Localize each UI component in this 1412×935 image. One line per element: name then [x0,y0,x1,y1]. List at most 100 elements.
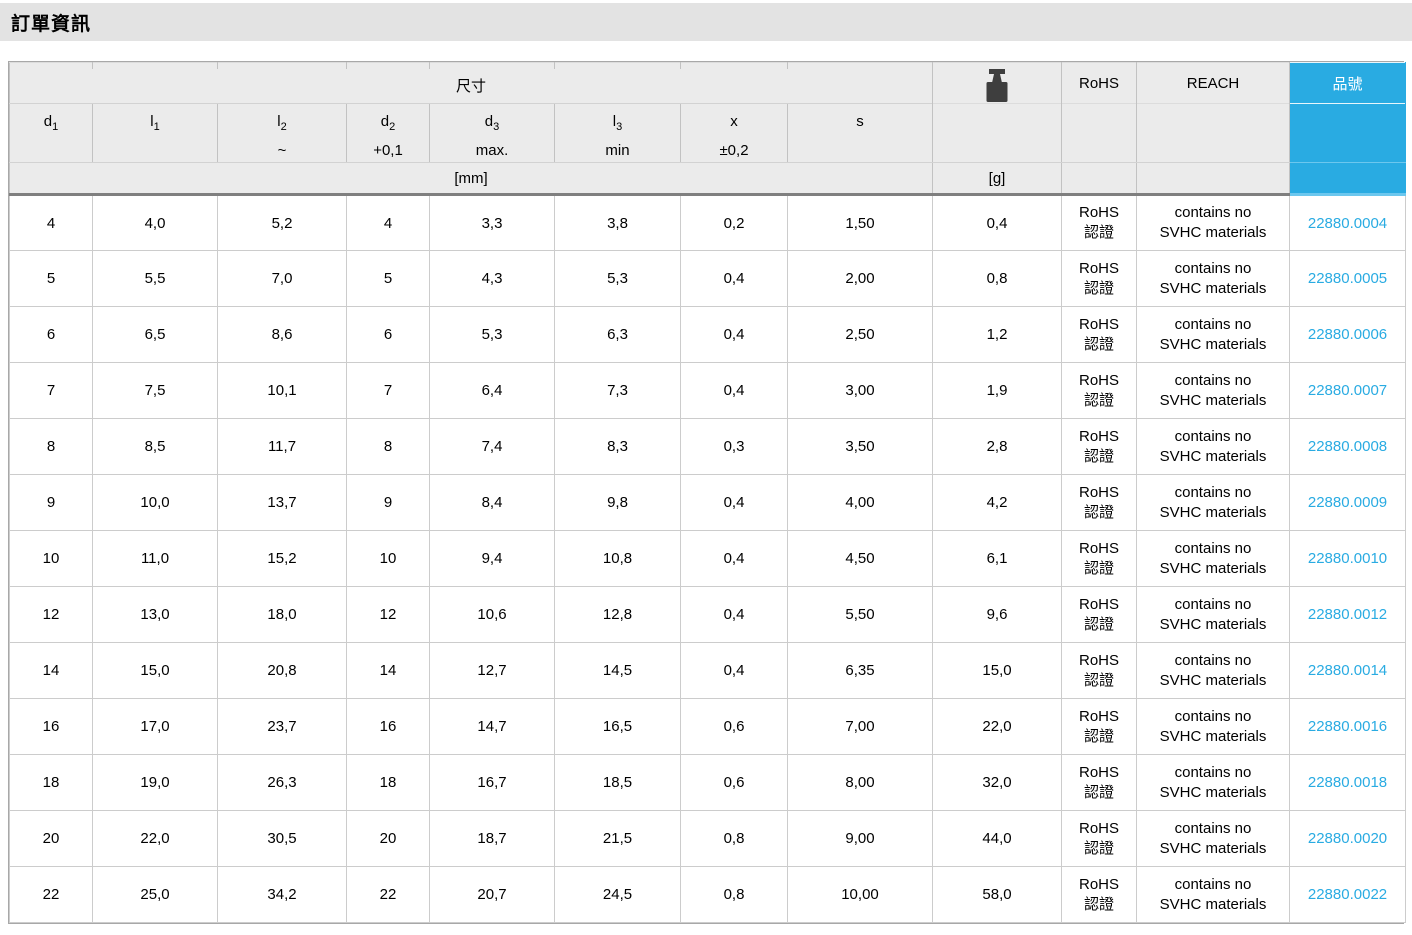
rohs-line2: 認證 [1083,447,1114,465]
cell-d3: 5,3 [429,306,555,363]
col-header-l2: l2 ~ [217,103,347,163]
cell-l3: 3,8 [554,194,681,251]
rohs-unit-empty-cell [1061,162,1137,196]
part-number-link[interactable]: 22880.0005 [1307,270,1388,287]
cell-weight: 1,9 [932,362,1062,419]
reach-line1: contains no [1174,539,1252,557]
cell-x: 0,8 [680,810,788,867]
cell-x: 0,4 [680,586,788,643]
part-number-link[interactable]: 22880.0010 [1307,550,1388,567]
part-number-link[interactable]: 22880.0020 [1307,830,1388,847]
reach-line2: SVHC materials [1159,335,1267,353]
cell-weight: 0,4 [932,194,1062,251]
part-number-link[interactable]: 22880.0018 [1307,774,1388,791]
cell-part-number: 22880.0010 [1289,530,1406,587]
reach-line1: contains no [1174,595,1252,613]
rohs-empty-cell [1061,103,1137,163]
table-row: 20 22,0 30,5 20 18,7 21,5 0,8 9,00 44,0 … [9,810,1406,867]
cell-s: 3,00 [787,362,933,419]
cell-part-number: 22880.0016 [1289,698,1406,755]
symbol: x [730,113,738,130]
cell-x: 0,4 [680,362,788,419]
cell-l1: 13,0 [92,586,218,643]
reach-line2: SVHC materials [1159,895,1267,913]
cell-part-number: 22880.0014 [1289,642,1406,699]
column-symbols-row: d1 l1 l2 ~ d2 +0,1 d3 max. l3 min x ±0,2 s [9,103,1406,163]
reach-line1: contains no [1174,875,1252,893]
cell-d3: 9,4 [429,530,555,587]
cell-part-number: 22880.0007 [1289,362,1406,419]
rohs-line2: 認證 [1083,391,1114,409]
cell-rohs: RoHS 認證 [1061,362,1137,419]
cell-part-number: 22880.0005 [1289,250,1406,307]
table-header: RoHS REACH 品號 尺寸 d1 l1 l2 ~ d2 +0,1 d3 max.… [9,61,1406,196]
cell-d1: 4 [9,194,93,251]
cell-d2: 12 [346,586,430,643]
cell-reach: contains no SVHC materials [1136,642,1290,699]
reach-line2: SVHC materials [1159,615,1267,633]
reach-line2: SVHC materials [1159,224,1267,241]
symbol-subscript: 3 [616,121,623,133]
part-unit-empty-cell [1289,162,1406,196]
table-row: 14 15,0 20,8 14 12,7 14,5 0,4 6,35 15,0 … [9,642,1406,699]
weight-icon [986,69,1008,102]
part-number-link[interactable]: 22880.0022 [1307,886,1388,903]
cell-l2: 26,3 [217,754,347,811]
part-number-link[interactable]: 22880.0016 [1307,718,1388,735]
cell-d3: 7,4 [429,418,555,475]
part-number-link[interactable]: 22880.0014 [1307,662,1388,679]
table-row: 6 6,5 8,6 6 5,3 6,3 0,4 2,50 1,2 RoHS 認證… [9,306,1406,363]
part-number-link[interactable]: 22880.0009 [1307,494,1388,511]
cell-reach: contains no SVHC materials [1136,810,1290,867]
weight-empty-cell [932,103,1062,163]
rohs-line1: RoHS [1078,763,1119,781]
reach-line1: contains no [1174,707,1252,725]
cell-d2: 22 [346,866,430,923]
part-number-link[interactable]: 22880.0007 [1307,382,1388,399]
rohs-line1: RoHS [1078,483,1119,501]
cell-l1: 11,0 [92,530,218,587]
cell-part-number: 22880.0020 [1289,810,1406,867]
symbol-subscript: 1 [153,121,160,133]
col-header-d1: d1 [9,103,93,163]
rohs-line2: 認證 [1083,224,1114,241]
reach-line1: contains no [1174,763,1252,781]
reach-line2: SVHC materials [1159,559,1267,577]
rohs-line1: RoHS [1078,539,1119,557]
cell-weight: 9,6 [932,586,1062,643]
cell-l1: 7,5 [92,362,218,419]
reach-line2: SVHC materials [1159,839,1267,857]
cell-reach: contains no SVHC materials [1136,530,1290,587]
rohs-line2: 認證 [1083,615,1114,633]
part-number-link[interactable]: 22880.0008 [1307,438,1388,455]
part-number-link[interactable]: 22880.0012 [1307,606,1388,623]
rohs-line2: 認證 [1083,559,1114,577]
reach-line1: contains no [1174,315,1252,333]
page-title: 訂單資訊 [11,13,92,35]
cell-l1: 19,0 [92,754,218,811]
rohs-line1: RoHS [1078,595,1119,613]
cell-l3: 7,3 [554,362,681,419]
table-body: 4 4,0 5,2 4 3,3 3,8 0,2 1,50 0,4 RoHS 認證… [9,194,1406,923]
cell-d3: 4,3 [429,250,555,307]
cell-reach: contains no SVHC materials [1136,250,1290,307]
cell-s: 9,00 [787,810,933,867]
cell-d2: 4 [346,194,430,251]
cell-x: 0,4 [680,474,788,531]
cell-rohs: RoHS 認證 [1061,810,1137,867]
cell-x: 0,6 [680,754,788,811]
part-number-link[interactable]: 22880.0004 [1307,214,1388,232]
cell-rohs: RoHS 認證 [1061,530,1137,587]
cell-x: 0,4 [680,306,788,363]
cell-d1: 6 [9,306,93,363]
part-number-column-header: 品號 [1289,62,1406,104]
reach-line2: SVHC materials [1159,783,1267,801]
cell-reach: contains no SVHC materials [1136,698,1290,755]
reach-column-header: REACH [1136,62,1290,104]
reach-line2: SVHC materials [1159,671,1267,689]
symbol: d [43,113,53,130]
cell-l2: 5,2 [217,194,347,251]
cell-weight: 22,0 [932,698,1062,755]
col-header-d3: d3 max. [429,103,555,163]
part-number-link[interactable]: 22880.0006 [1307,326,1388,343]
